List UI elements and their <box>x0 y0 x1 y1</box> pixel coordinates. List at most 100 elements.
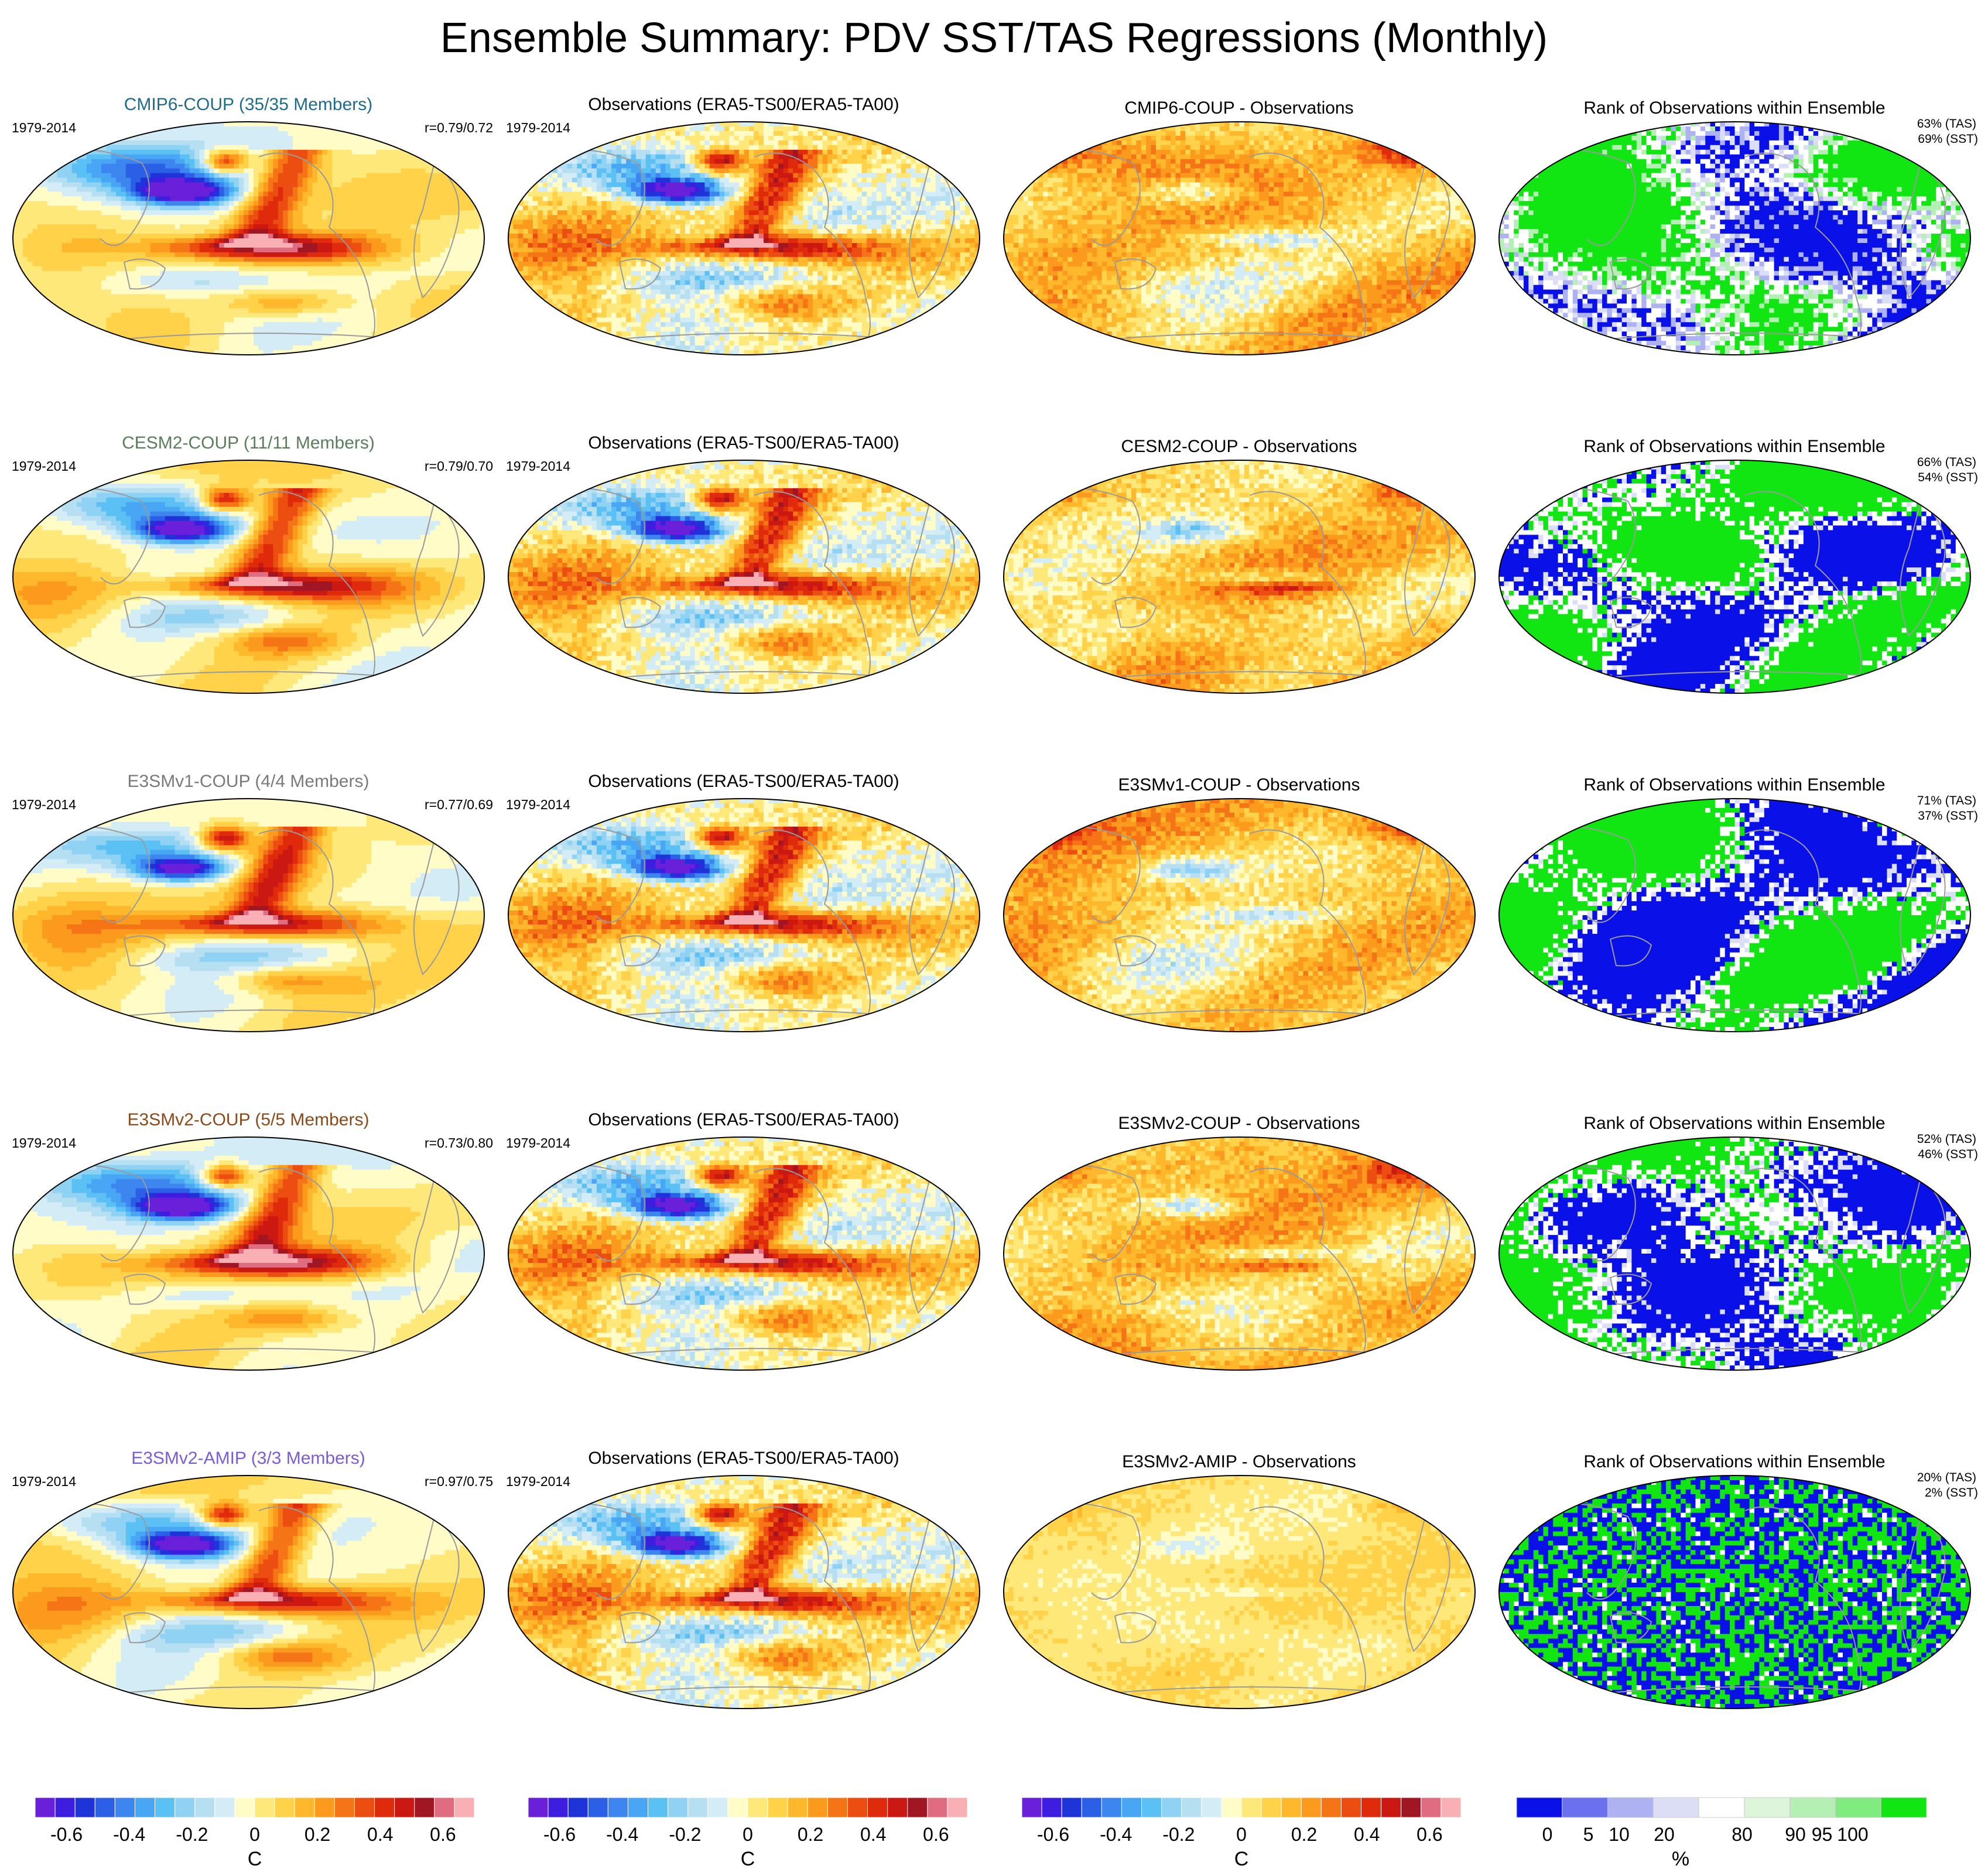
rank-colorbar-tick-label: 95 <box>1812 1824 1833 1845</box>
rank-colorbar-tick-label: 80 <box>1732 1824 1753 1845</box>
obs-panel-title: Observations (ERA5-TS00/ERA5-TA00) <box>588 772 899 791</box>
obs-panel-period: 1979-2014 <box>506 1474 570 1489</box>
obs-panel-period: 1979-2014 <box>506 797 570 812</box>
colorbar-swatch <box>588 1798 608 1817</box>
colorbar-swatch <box>868 1798 888 1817</box>
rank-colorbar-swatch <box>1790 1798 1836 1817</box>
colorbar-swatch <box>215 1798 235 1817</box>
colorbar-tick-label: 0 <box>742 1824 753 1845</box>
colorbar-swatch <box>415 1798 434 1817</box>
colorbar-swatch <box>135 1798 155 1817</box>
map-field <box>508 122 980 355</box>
colorbar-tick-label: -0.4 <box>606 1824 638 1845</box>
map-panel-r1-c3 <box>1004 122 1476 355</box>
model-panel-title: CMIP6-COUP (35/35 Members) <box>124 95 373 114</box>
colorbar-swatch <box>1162 1798 1182 1817</box>
map-field <box>1004 1476 1476 1709</box>
rank-colorbar-tick-label: 100 <box>1837 1824 1868 1845</box>
model-panel-title: CESM2-COUP (11/11 Members) <box>122 433 375 453</box>
colorbar-unit: C <box>741 1848 755 1870</box>
colorbar-swatch <box>55 1798 75 1817</box>
colorbar-swatch <box>847 1798 867 1817</box>
rank-colorbar-tick-label: 10 <box>1609 1824 1630 1845</box>
map-field <box>1499 460 1971 694</box>
colorbar-swatch <box>395 1798 415 1817</box>
map-panel-r2-c1 <box>13 460 485 694</box>
rank-colorbar-tick-label: 5 <box>1583 1824 1594 1845</box>
regression-colorbar-1: -0.6 -0.4 -0.2 0 0.2 0.4 0.6C <box>35 1798 474 1870</box>
obs-panel-period: 1979-2014 <box>506 120 570 135</box>
model-panel-period: 1979-2014 <box>12 1135 76 1151</box>
colorbar-swatch <box>648 1798 668 1817</box>
model-panel-correlation: r=0.79/0.70 <box>425 458 493 474</box>
map-field <box>508 460 980 694</box>
map-field <box>13 460 485 694</box>
colorbar-swatch <box>1042 1798 1062 1817</box>
map-field <box>13 1137 485 1371</box>
colorbar-tick-label: -0.6 <box>1037 1824 1069 1845</box>
colorbar-tick-label: 0.2 <box>304 1824 330 1845</box>
rank-panel-title: Rank of Observations within Ensemble <box>1583 775 1885 795</box>
colorbar-swatch <box>1142 1798 1162 1817</box>
map-panel-r2-c2 <box>508 460 980 694</box>
colorbar-swatch <box>1241 1798 1261 1817</box>
colorbar-swatch <box>195 1798 215 1817</box>
map-panel-r4-c2 <box>508 1137 980 1371</box>
model-panel-period: 1979-2014 <box>12 1474 76 1489</box>
colorbar-swatch <box>608 1798 628 1817</box>
colorbar-swatch <box>434 1798 454 1817</box>
diff-panel-title: CMIP6-COUP - Observations <box>1124 98 1353 118</box>
colorbar-swatch <box>908 1798 928 1817</box>
colorbar-swatch <box>75 1798 95 1817</box>
map-panel-r3-c1 <box>13 799 485 1032</box>
map-panel-r3-c2 <box>508 799 980 1032</box>
map-field <box>1499 122 1971 355</box>
colorbar-swatch <box>1301 1798 1321 1817</box>
model-panel-period: 1979-2014 <box>12 458 76 474</box>
colorbar-tick-label: -0.2 <box>176 1824 208 1845</box>
colorbar-swatch <box>95 1798 115 1817</box>
colorbar-swatch <box>668 1798 688 1817</box>
colorbar-swatch <box>275 1798 295 1817</box>
rank-colorbar-swatch <box>1653 1798 1699 1817</box>
colorbar-tick-label: 0.6 <box>430 1824 456 1845</box>
obs-panel-period: 1979-2014 <box>506 1135 570 1151</box>
rank-panel-title: Rank of Observations within Ensemble <box>1583 1452 1885 1471</box>
colorbar-tick-label: 0.2 <box>798 1824 823 1845</box>
colorbar-swatch <box>1062 1798 1082 1817</box>
rank-panel-title: Rank of Observations within Ensemble <box>1583 98 1885 118</box>
map-field <box>13 799 485 1032</box>
colorbar-unit: C <box>1234 1848 1249 1870</box>
rank-colorbar-swatch <box>1517 1798 1562 1817</box>
map-field <box>13 122 485 355</box>
colorbar-swatch <box>528 1798 548 1817</box>
colorbar-swatch <box>1361 1798 1381 1817</box>
obs-panel-period: 1979-2014 <box>506 458 570 474</box>
colorbar-swatch <box>1381 1798 1401 1817</box>
colorbar-swatch <box>807 1798 827 1817</box>
map-field <box>1499 1476 1971 1709</box>
colorbar-swatch <box>454 1798 474 1817</box>
map-panel-r5-c1 <box>13 1476 485 1709</box>
map-panel-r5-c4 <box>1499 1476 1971 1709</box>
map-panel-r2-c3 <box>1004 460 1476 694</box>
map-panel-r1-c1 <box>13 122 485 355</box>
map-panel-r3-c4 <box>1499 799 1971 1032</box>
map-field <box>1004 1137 1476 1371</box>
colorbar-tick-label: 0 <box>1236 1824 1247 1845</box>
colorbar-swatch <box>708 1798 728 1817</box>
colorbar-swatch <box>1341 1798 1361 1817</box>
map-field <box>508 799 980 1032</box>
colorbar-swatch <box>255 1798 275 1817</box>
rank-tas-percent: 52% (TAS) <box>1917 1132 1976 1146</box>
obs-panel-title: Observations (ERA5-TS00/ERA5-TA00) <box>588 95 899 114</box>
colorbar-tick-label: -0.2 <box>1162 1824 1195 1845</box>
colorbar-swatch <box>1281 1798 1301 1817</box>
map-panel-r4-c4 <box>1499 1137 1971 1371</box>
rank-colorbar-swatch <box>1608 1798 1654 1817</box>
map-field <box>1004 122 1476 355</box>
colorbar-tick-label: -0.4 <box>113 1824 145 1845</box>
map-panel-r5-c3 <box>1004 1476 1476 1709</box>
regression-colorbar-2: -0.6 -0.4 -0.2 0 0.2 0.4 0.6C <box>528 1798 967 1870</box>
model-panel-correlation: r=0.77/0.69 <box>425 797 493 812</box>
